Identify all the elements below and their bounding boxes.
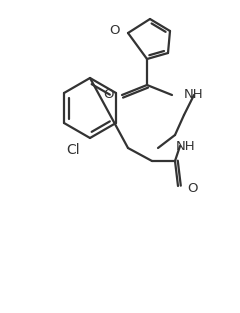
Text: O: O <box>103 88 114 100</box>
Text: NH: NH <box>176 140 196 152</box>
Text: Cl: Cl <box>66 143 80 157</box>
Text: O: O <box>187 182 198 196</box>
Text: NH: NH <box>184 89 204 101</box>
Text: O: O <box>109 24 120 38</box>
